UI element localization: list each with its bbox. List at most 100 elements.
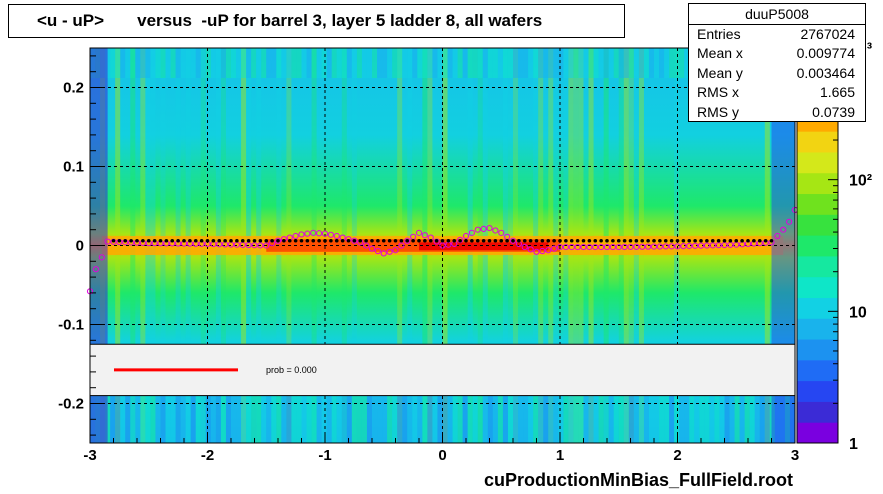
- profile-point: [492, 227, 499, 234]
- heatmap-cell: [643, 48, 649, 78]
- fit-marker: [564, 238, 568, 243]
- heatmap-cell: [135, 395, 141, 443]
- heatmap-cell: [638, 395, 644, 443]
- heatmap-cell: [628, 395, 634, 443]
- heatmap-cell: [145, 48, 151, 78]
- profile-point: [692, 242, 699, 249]
- heatmap-cell: [613, 395, 619, 443]
- heatmap-cell: [205, 48, 211, 78]
- heatmap-cell: [543, 48, 549, 78]
- heatmap-cell: [664, 395, 670, 443]
- profile-point: [562, 243, 569, 251]
- fit-marker: [464, 238, 468, 243]
- profile-point: [474, 226, 481, 233]
- x-tick-label: 1: [556, 447, 564, 464]
- fit-marker: [646, 238, 650, 243]
- fit-marker: [699, 238, 703, 243]
- heatmap-cell: [150, 395, 156, 443]
- fit-marker: [552, 238, 556, 243]
- fit-marker: [681, 238, 686, 243]
- heatmap-cell: [442, 395, 448, 443]
- fit-marker: [182, 238, 186, 243]
- heatmap-cell: [654, 48, 660, 78]
- heatmap-cell: [553, 395, 559, 443]
- heatmap-cell: [573, 48, 579, 78]
- footer-filename: cuProductionMinBias_FullField.root: [484, 470, 794, 490]
- heatmap-cell: [583, 395, 589, 443]
- heatmap-cell: [286, 48, 292, 78]
- profile-point: [498, 229, 505, 236]
- heatmap-cell: [633, 48, 639, 78]
- fit-marker: [123, 238, 128, 243]
- fit-marker: [146, 238, 151, 243]
- heatmap-cell: [442, 48, 448, 78]
- profile-point: [680, 243, 687, 250]
- heatmap-cell: [170, 48, 176, 78]
- profile-point: [380, 250, 387, 257]
- heatmap-cell: [140, 395, 146, 443]
- heatmap-cell: [215, 48, 221, 78]
- heatmap-cell: [256, 48, 262, 78]
- profile-point: [686, 242, 693, 250]
- stats-row: Mean x 0.009774: [689, 44, 865, 63]
- heatmap-cell: [356, 48, 362, 78]
- fit-marker: [270, 238, 274, 243]
- heatmap-cell: [372, 48, 378, 78]
- fit-marker: [188, 238, 192, 243]
- heatmap-cell: [236, 48, 242, 78]
- heatmap-cell: [548, 48, 554, 78]
- fit-marker: [663, 238, 668, 243]
- heatmap-cell: [719, 395, 725, 443]
- fit-marker: [534, 238, 539, 243]
- colorbar-swatch: [797, 297, 838, 319]
- heatmap-cell: [553, 48, 559, 78]
- heatmap-cell: [377, 48, 383, 78]
- heatmap-cell: [125, 395, 131, 443]
- x-tick-label: 3: [791, 447, 799, 464]
- heatmap-cell: [251, 395, 257, 443]
- fit-marker: [334, 238, 339, 243]
- x-tick-label: -1: [318, 447, 331, 464]
- y-tick-label: -0.2: [58, 396, 84, 413]
- fit-marker: [728, 238, 733, 243]
- heatmap-cell: [316, 395, 322, 443]
- profile-point: [580, 243, 587, 251]
- fit-marker: [393, 238, 398, 243]
- heatmap-cell: [472, 395, 478, 443]
- profile-point: [257, 242, 264, 249]
- heatmap-cell: [477, 395, 483, 443]
- profile-point: [715, 242, 722, 249]
- fit-marker: [176, 238, 180, 243]
- profile-point: [592, 243, 599, 251]
- heatmap-cell: [397, 48, 403, 78]
- heatmap-cell: [427, 48, 433, 78]
- profile-point: [645, 243, 652, 250]
- y-tick-label: 0: [76, 238, 84, 255]
- heatmap-cell: [659, 48, 665, 78]
- heatmap-cell: [316, 48, 322, 78]
- colorbar-swatch: [797, 193, 838, 215]
- heatmap-cell: [366, 48, 372, 78]
- heatmap-cell: [659, 395, 665, 443]
- heatmap-cell: [467, 395, 473, 443]
- fit-marker: [311, 238, 316, 243]
- heatmap-cell: [346, 48, 352, 78]
- colorbar-swatch: [797, 131, 838, 153]
- heatmap-cell: [246, 48, 252, 78]
- heatmap-cell: [301, 48, 307, 78]
- heatmap-cell: [387, 48, 393, 78]
- profile-point: [509, 237, 517, 244]
- fit-marker: [487, 238, 492, 243]
- heatmap-cell: [115, 395, 121, 443]
- heatmap-cell: [341, 48, 347, 78]
- fit-marker: [434, 238, 439, 243]
- profile-point: [633, 243, 640, 250]
- heatmap-cell: [382, 48, 388, 78]
- heatmap-cell: [482, 395, 488, 443]
- profile-point: [415, 229, 423, 236]
- heatmap-cell: [638, 48, 644, 78]
- fit-marker: [376, 238, 380, 243]
- colorbar-swatch: [797, 214, 838, 236]
- profile-point: [404, 237, 411, 244]
